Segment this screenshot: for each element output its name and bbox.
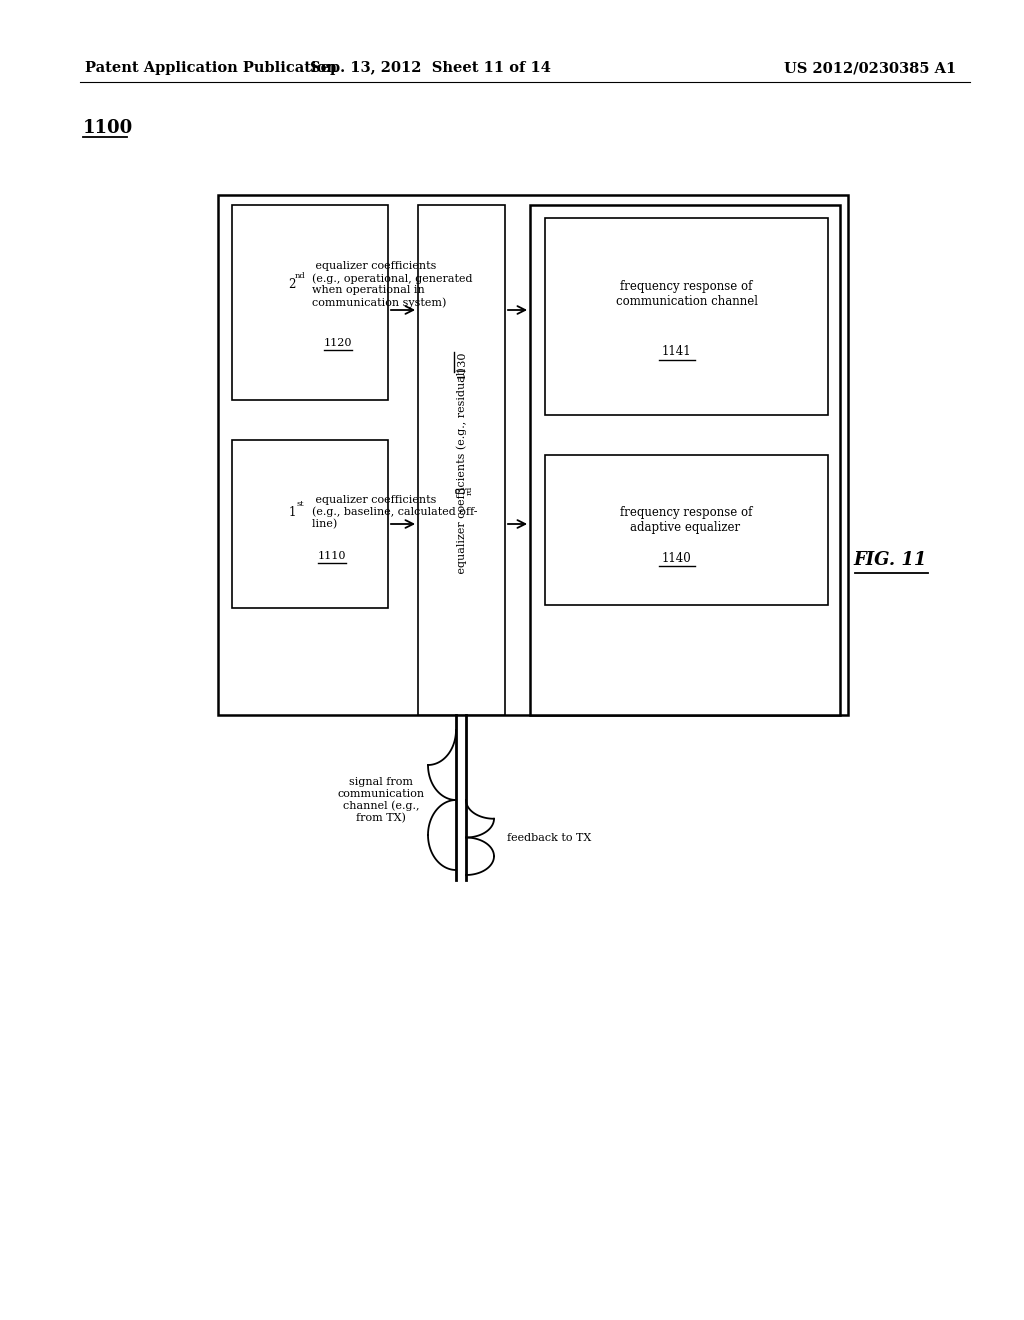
Text: signal from
communication
channel (e.g.,
from TX): signal from communication channel (e.g.,… [338,777,425,822]
Text: Patent Application Publication: Patent Application Publication [85,61,337,75]
Text: equalizer coefficients
(e.g., baseline, calculated off-
line): equalizer coefficients (e.g., baseline, … [312,495,477,529]
Text: 1100: 1100 [83,119,133,137]
Text: FIG. 11: FIG. 11 [853,550,927,569]
Text: st: st [296,500,304,508]
Text: 1: 1 [289,506,296,519]
Text: 1141: 1141 [662,345,691,358]
Bar [545,455,828,605]
Text: rd: rd [466,486,473,495]
Text: equalizer coefficients
(e.g., operational, generated
when operational in
communi: equalizer coefficients (e.g., operationa… [312,261,472,308]
Text: frequency response of
communication channel: frequency response of communication chan… [615,280,758,323]
Text: equalizer coefficients (e.g., residual): equalizer coefficients (e.g., residual) [457,363,467,577]
Text: US 2012/0230385 A1: US 2012/0230385 A1 [784,61,956,75]
Text: 1110: 1110 [318,550,346,561]
Text: feedback to TX: feedback to TX [507,833,591,843]
Bar [232,440,388,609]
Text: 2: 2 [289,279,296,290]
Bar [418,205,505,715]
Text: Sep. 13, 2012  Sheet 11 of 14: Sep. 13, 2012 Sheet 11 of 14 [309,61,551,75]
Text: 3: 3 [455,486,468,494]
Text: nd: nd [295,272,305,281]
Bar [218,195,848,715]
Text: 1130: 1130 [457,351,467,379]
Text: 1120: 1120 [324,338,352,347]
Bar [545,218,828,414]
Bar [232,205,388,400]
Bar [530,205,840,715]
Text: frequency response of
adaptive equalizer: frequency response of adaptive equalizer [621,506,753,535]
Text: 1140: 1140 [662,552,691,565]
